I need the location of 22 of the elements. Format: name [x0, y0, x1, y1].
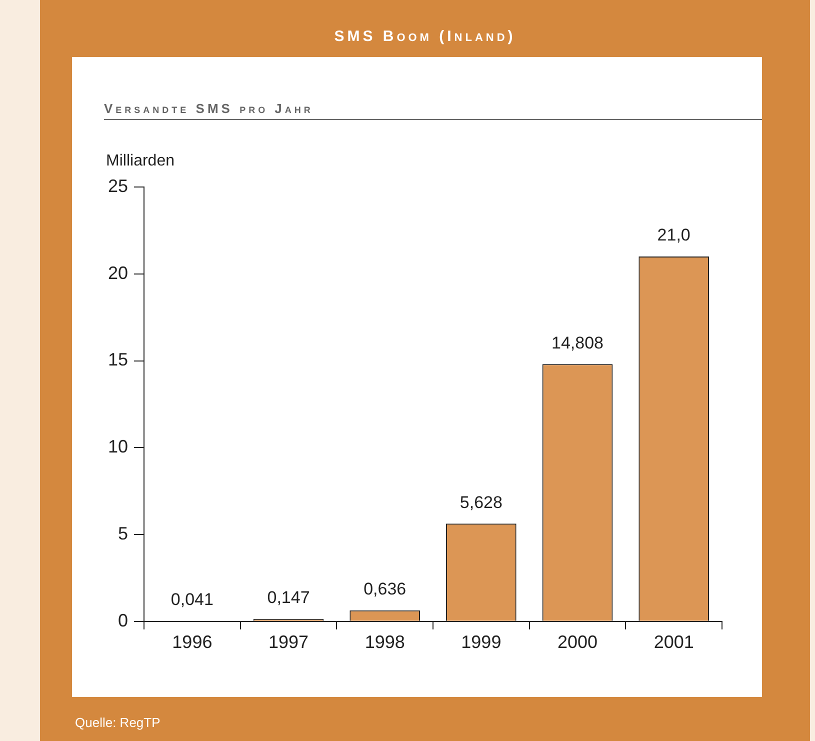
data-label: 0,041 [170, 590, 214, 609]
x-tick-label: 2001 [654, 632, 694, 652]
x-tick-label: 2000 [557, 632, 598, 652]
data-label: 0,636 [364, 580, 406, 599]
x-tick-label: 1999 [461, 632, 502, 652]
chart-subtitle: Versandte SMS pro Jahr [104, 101, 314, 116]
y-tick-label: 25 [108, 176, 128, 196]
y-tick-label: 0 [118, 610, 128, 630]
x-tick-label: 1996 [172, 632, 212, 652]
x-tick-label: 1998 [364, 632, 405, 652]
y-tick-label: 20 [108, 262, 128, 283]
y-tick-label: 15 [108, 350, 128, 370]
data-label: 14,808 [552, 333, 604, 352]
chart-title: SMS Boom (Inland) [333, 28, 517, 45]
y-axis-title: Milliarden [106, 152, 174, 170]
source-note: Quelle: RegTP [75, 715, 160, 730]
y-tick-label: 10 [108, 436, 128, 457]
data-label: 0,147 [267, 588, 310, 608]
y-tick-label: 5 [118, 523, 128, 544]
data-label: 21,0 [657, 226, 690, 245]
x-tick-label: 1997 [268, 632, 309, 652]
data-label: 5,628 [460, 492, 502, 512]
